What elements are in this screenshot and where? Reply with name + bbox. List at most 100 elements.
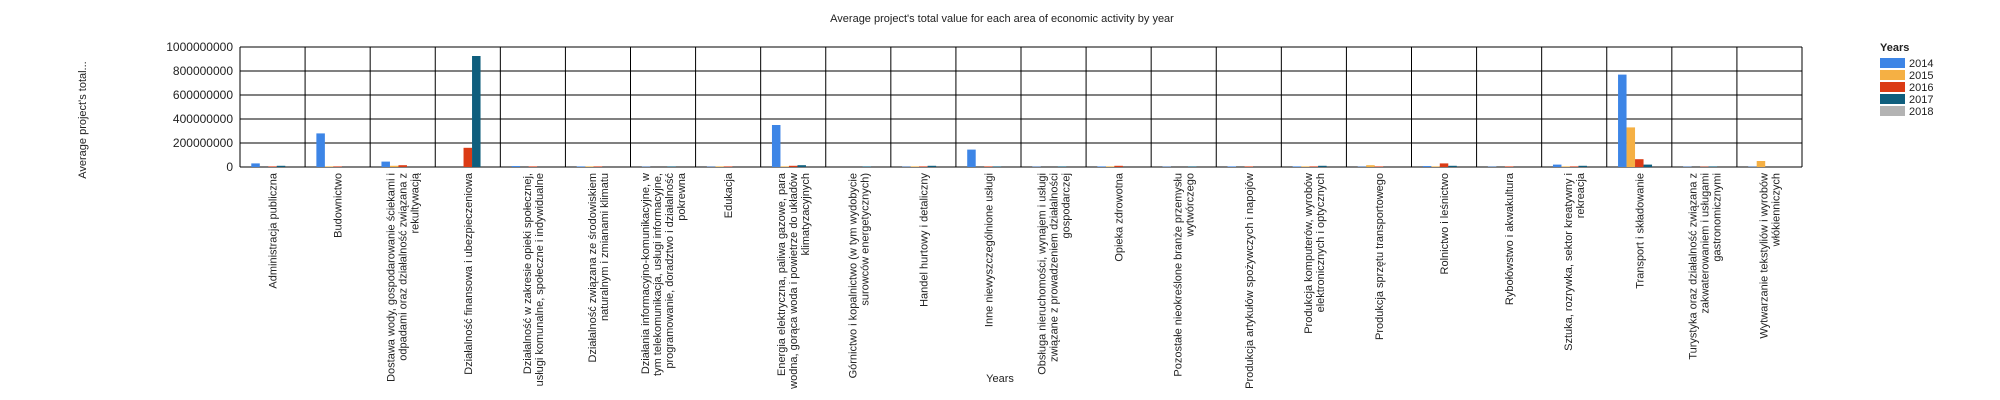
bar <box>984 166 993 167</box>
bar <box>1708 166 1718 167</box>
legend-label: 2018 <box>1909 106 1933 118</box>
y-tick-label: 200000000 <box>173 136 233 150</box>
bar <box>276 165 286 167</box>
bar <box>1431 166 1440 167</box>
x-tick-label: Działalność związana ze środowiskiemnatu… <box>587 173 611 363</box>
x-tick-label: Działalność w zakresie opieki społecznej… <box>522 173 546 386</box>
bar <box>268 166 277 167</box>
gridlines <box>239 46 1803 168</box>
bar <box>333 166 342 167</box>
chart-title: Average project's total value for each a… <box>830 13 1174 25</box>
bar <box>1301 166 1310 167</box>
legend-label: 2015 <box>1909 70 1933 82</box>
legend-swatch <box>1880 58 1905 68</box>
x-tick-label: Edukacja <box>723 172 735 218</box>
legend-swatch <box>1880 106 1905 116</box>
bar <box>1578 165 1587 167</box>
bar <box>788 165 798 167</box>
y-tick-label: 400000000 <box>173 112 233 126</box>
bar <box>576 166 586 167</box>
bar <box>919 166 928 167</box>
bar <box>771 125 781 167</box>
bar <box>1561 166 1570 167</box>
bar <box>1422 166 1432 167</box>
bar <box>780 166 789 167</box>
x-tick-label: Opieka zdrowotna <box>1114 172 1126 262</box>
x-tick-label: Rolnictwo i leśnictwo <box>1439 173 1451 274</box>
y-axis-label: Average project's total... <box>77 61 89 178</box>
bar <box>1227 166 1237 167</box>
x-tick-label: Produkcja artykułów spożywczych i napojó… <box>1244 173 1256 389</box>
bar <box>1756 161 1766 167</box>
x-axis-label: Years <box>986 373 1014 385</box>
x-axis-ticks: Administracja publiczna Budownictwo Dostaw… <box>268 172 1783 390</box>
bar <box>472 56 481 167</box>
x-tick-label: Budownictwo <box>333 173 345 238</box>
x-tick-label: Produkcja komputerów, wyrobówelektronicz… <box>1303 173 1327 334</box>
bar <box>1618 74 1627 167</box>
bar <box>1097 166 1106 167</box>
bar <box>1569 166 1579 167</box>
legend-swatch <box>1880 70 1905 80</box>
bar <box>528 166 538 167</box>
x-tick-label: Energia elektryczna, paliwa gazowe, para… <box>776 172 812 390</box>
legend-swatch <box>1880 94 1905 104</box>
legend-label: 2016 <box>1909 82 1933 94</box>
bar <box>1552 164 1562 167</box>
bar <box>593 166 603 167</box>
x-tick-label: Handel hurtowy i detaliczny <box>918 173 930 307</box>
x-tick-label: Górnictwo i kopalnictwo (w tym wydobycie… <box>847 173 871 378</box>
bar <box>1439 163 1449 167</box>
y-axis-ticks: 0 200000000 400000000 600000000 800000000 100… <box>166 40 233 174</box>
bar <box>316 133 325 167</box>
bar <box>967 149 976 167</box>
bar <box>324 166 334 167</box>
x-tick-label: Inne niewyszczególnione usługi <box>983 173 995 327</box>
bar <box>251 163 260 167</box>
bars <box>251 56 1766 167</box>
bar <box>667 166 676 167</box>
bar <box>1626 127 1636 167</box>
x-tick-label: Administracja publiczna <box>268 172 280 288</box>
bar <box>1187 166 1197 167</box>
x-tick-label: Działania informacyjno-komunikacyjne, wt… <box>640 172 688 376</box>
bar <box>1504 166 1514 167</box>
bar <box>1244 166 1254 167</box>
x-tick-label: Wytwarzanie tekstyliów i wyrobówwłókienn… <box>1758 173 1782 339</box>
bar <box>992 166 1002 167</box>
x-tick-label: Dostawa wody, gospodarowanie ściekami io… <box>386 172 422 382</box>
x-tick-label: Pozostałe nieokreślone branże przemysłuw… <box>1173 173 1197 377</box>
bar <box>1057 166 1067 167</box>
bar <box>585 166 594 167</box>
bar <box>1448 165 1457 167</box>
y-tick-label: 600000000 <box>173 88 233 102</box>
bar <box>910 166 920 167</box>
bar <box>1292 166 1302 167</box>
bar <box>463 147 473 167</box>
bar <box>1643 164 1653 167</box>
x-tick-label: Obsługa nieruchomości, wynajem i usługiz… <box>1037 173 1073 375</box>
legend-label: 2014 <box>1909 58 1933 70</box>
legend-title: Years <box>1880 42 1909 54</box>
bar <box>1114 165 1123 167</box>
legend-swatch <box>1880 82 1905 92</box>
bar <box>862 166 872 167</box>
x-tick-label: Transport i składowanie <box>1634 173 1646 289</box>
bar <box>398 165 407 167</box>
bar <box>1105 166 1115 167</box>
x-tick-label: Produkcja sprzętu transportowego <box>1374 173 1386 340</box>
bar <box>1366 165 1375 167</box>
y-tick-label: 800000000 <box>173 64 233 78</box>
x-tick-label: Rybołówstwo i akwakultura <box>1504 172 1516 305</box>
x-tick-label: Turystyka oraz działalność związana zzak… <box>1687 173 1723 360</box>
bar <box>723 166 733 167</box>
bar <box>927 165 937 167</box>
x-tick-label: Sztuka, rozrywka, sektor kreatywny irekr… <box>1563 172 1587 351</box>
bar <box>1309 166 1319 167</box>
bar <box>1318 165 1327 167</box>
bar <box>381 161 390 167</box>
bar <box>511 166 521 167</box>
x-tick-label: Działalność finansowa i ubezpieczeniowa <box>463 172 475 375</box>
